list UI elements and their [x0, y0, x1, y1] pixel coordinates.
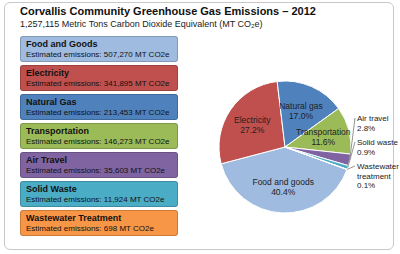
html-text:Electricity: Electricity: [26, 68, 69, 78]
svg-text:Solid waste0.9%: Solid waste0.9%: [357, 138, 392, 157]
html-text:Estimated emissions: 341,895 M: Estimated emissions: 341,895 MT CO2e: [26, 79, 170, 88]
html-text:Estimated emissions: 213,453 M: Estimated emissions: 213,453 MT CO2e: [26, 108, 170, 117]
svg-text:Natural gas17.0%: Natural gas17.0%: [279, 101, 322, 121]
html-text:Solid Waste: Solid Waste: [26, 184, 77, 194]
html-text:Transportation: Transportation: [26, 126, 89, 136]
svg-text:Wastewatertreatment0.1%: Wastewatertreatment0.1%: [357, 162, 392, 190]
html-text:Estimated emissions: 146,273 M: Estimated emissions: 146,273 MT CO2e: [26, 137, 170, 146]
html-text:1,257,115 Metric Tons Carbon D: 1,257,115 Metric Tons Carbon Dioxide Equ…: [20, 19, 263, 29]
html-text:Wastewater Treatment: Wastewater Treatment: [26, 213, 122, 223]
html-text:Estimated emissions: 35,603 MT: Estimated emissions: 35,603 MT CO2e: [26, 166, 165, 175]
html-text:Air Travel: Air Travel: [26, 155, 67, 165]
svg-text:Electricity27.2%: Electricity27.2%: [234, 115, 271, 135]
html-text:Corvallis Community Greenhouse: Corvallis Community Greenhouse Gas Emiss…: [20, 5, 316, 17]
html-text:Food and Goods: Food and Goods: [26, 39, 98, 49]
svg-text:Air travel2.8%: Air travel2.8%: [357, 114, 389, 133]
svg-text:Transportation11.6%: Transportation11.6%: [296, 127, 351, 147]
svg-text:Food and goods40.4%: Food and goods40.4%: [252, 177, 313, 197]
html-text:Estimated emissions: 11,924 MT: Estimated emissions: 11,924 MT CO2e: [26, 195, 165, 204]
html-text:Natural Gas: Natural Gas: [26, 97, 77, 107]
html-text:Estimated emissions: 507,270 M: Estimated emissions: 507,270 MT CO2e: [26, 50, 170, 59]
html-text:Estimated emissions: 698 MT CO: Estimated emissions: 698 MT CO2e: [26, 224, 154, 233]
